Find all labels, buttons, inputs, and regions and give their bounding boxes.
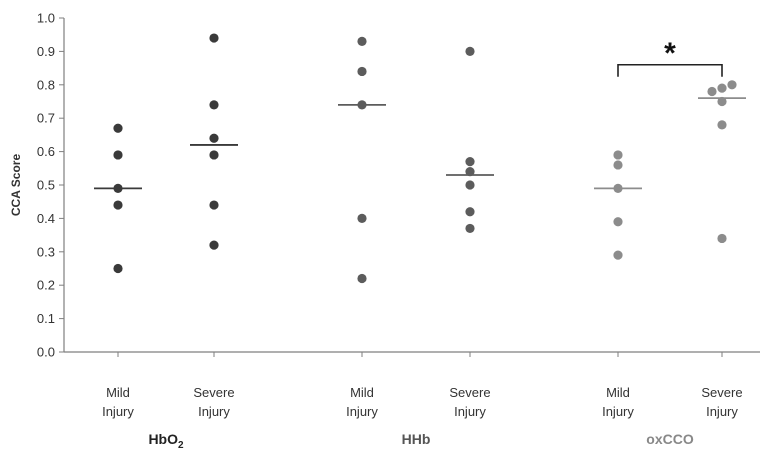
data-point: [465, 167, 475, 177]
y-tick-label: 0.9: [37, 44, 55, 59]
category-label-line1: Severe: [193, 385, 234, 400]
y-tick-label: 0.8: [37, 77, 55, 92]
y-tick-label: 0.5: [37, 178, 55, 193]
group-label: HbO2: [148, 431, 184, 451]
category-label-line2: Injury: [198, 404, 230, 419]
data-point: [717, 83, 727, 93]
data-point: [613, 160, 623, 170]
data-point: [465, 223, 475, 234]
y-tick-label: 1.0: [37, 11, 55, 26]
data-point: [113, 263, 123, 274]
significance-bracket: [617, 63, 723, 77]
y-tick-label: 0.7: [37, 111, 55, 126]
data-point: [465, 207, 475, 217]
category-label-line2: Injury: [706, 404, 738, 419]
data-point: [465, 180, 475, 190]
data-point: [357, 66, 367, 77]
data-point: [209, 200, 219, 210]
significance-star: *: [664, 37, 676, 70]
category-label-line1: Mild: [106, 385, 130, 400]
y-axis-label: CCA Score: [9, 154, 23, 217]
data-point: [357, 36, 367, 46]
data-point: [209, 150, 219, 160]
data-point: [209, 240, 219, 250]
category-label-line2: Injury: [102, 404, 134, 419]
y-tick-label: 0.0: [37, 345, 55, 360]
data-point: [707, 86, 717, 97]
data-point: [357, 273, 367, 284]
category-label-line1: Severe: [701, 385, 742, 400]
data-point: [357, 213, 367, 223]
group-label: oxCCO: [646, 431, 694, 447]
data-point: [613, 250, 623, 260]
category-label-line2: Injury: [346, 404, 378, 419]
y-tick-label: 0.4: [37, 211, 55, 226]
axes: 0.0 0.1 0.2 0.3 0.4 0.5 0.6 0.7 0.8 0.9 1.0 CCA Sco…: [9, 11, 760, 360]
category-label-line1: Severe: [449, 385, 490, 400]
data-point: [717, 120, 727, 130]
data-point: [113, 150, 123, 160]
category-label-line2: Injury: [454, 404, 486, 419]
category-label-line1: Mild: [606, 385, 630, 400]
data-point: [113, 123, 123, 133]
category-label-line1: Mild: [350, 385, 374, 400]
data-point: [209, 133, 219, 143]
y-tick-label: 0.6: [37, 144, 55, 159]
data-point: [717, 96, 727, 107]
data-point: [727, 80, 737, 90]
data-point: [113, 200, 123, 210]
y-tick-label: 0.1: [37, 311, 55, 326]
data-point: [209, 100, 219, 110]
category-labels: Mild Injury Severe Injury Mild Injury Severe In…: [102, 385, 743, 451]
data-point: [717, 233, 727, 244]
y-tick-label: 0.3: [37, 244, 55, 259]
data-point: [465, 46, 475, 57]
data-point: [613, 150, 623, 160]
category-label-line2: Injury: [602, 404, 634, 419]
data-point: [465, 157, 475, 167]
group-label: HHb: [402, 431, 431, 447]
data-point: [613, 217, 623, 227]
y-tick-label: 0.2: [37, 278, 55, 293]
data-marks: [94, 33, 746, 284]
data-point: [209, 33, 219, 43]
significance-annotation: *: [617, 37, 723, 77]
